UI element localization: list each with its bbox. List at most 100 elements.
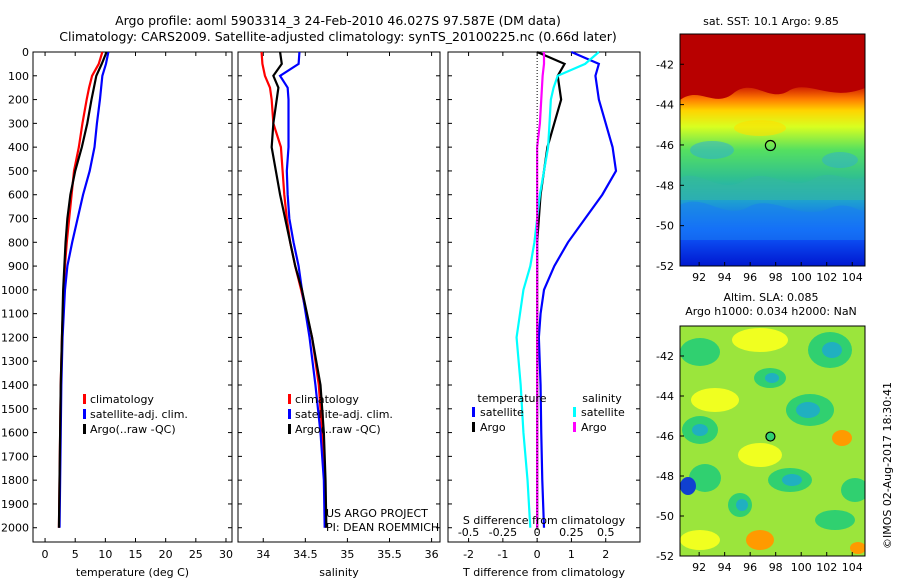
pi-credit: PI: DEAN ROEMMICH	[326, 521, 439, 534]
legend-swatch	[288, 409, 291, 419]
argo-location-marker	[764, 139, 777, 152]
x-tick-label: 0	[534, 548, 541, 561]
legend-label: Argo(..raw -QC)	[295, 423, 381, 436]
depth-tick-label: 1300	[1, 355, 29, 368]
legend-label: climatology	[295, 393, 359, 406]
lat-tick-label: -48	[656, 179, 674, 192]
legend-swatch	[472, 422, 475, 432]
sla-map-panel: Altim. SLA: 0.085 Argo h1000: 0.034 h200…	[656, 291, 866, 574]
difference-profile-panel: -2 -1 0 1 2 T difference from climatology -0.5…	[447, 50, 641, 579]
legend-label: satellite-adj. clim.	[295, 408, 393, 421]
depth-tick-label: 1700	[1, 450, 29, 463]
series-line	[57, 51, 108, 528]
s-tick-label: -0.25	[489, 526, 517, 539]
lat-tick-label: -50	[656, 220, 674, 233]
salinity-profile-panel: 34 34.5 35 35.5 36 salinity climatology satelli…	[237, 51, 441, 579]
x-tick-label: 34	[256, 548, 270, 561]
project-credit: US ARGO PROJECT	[326, 507, 428, 520]
legend-swatch	[83, 424, 86, 434]
x-axis-label: T difference from climatology	[462, 566, 625, 579]
sla-map-title: Altim. SLA: 0.085	[723, 291, 818, 304]
legend-heading-temperature: temperature	[477, 392, 546, 405]
s-tick-label: 0	[534, 526, 541, 539]
x-tick-label: 20	[159, 548, 173, 561]
x-tick-label: 1	[568, 548, 575, 561]
lat-tick-label: -42	[656, 58, 674, 71]
figure-title-line-1: Argo profile: aoml 5903314_3 24-Feb-2010…	[115, 13, 561, 28]
lon-tick-label: 98	[769, 271, 783, 284]
legend-heading-salinity: salinity	[582, 392, 622, 405]
legend-label: climatology	[90, 393, 154, 406]
lon-tick-label: 100	[791, 271, 812, 284]
legend-swatch	[288, 394, 291, 404]
lat-tick-label: -50	[656, 510, 674, 523]
x-tick-label: 15	[129, 548, 143, 561]
depth-tick-label: 700	[8, 213, 29, 226]
depth-tick-label: 900	[8, 260, 29, 273]
lon-tick-label: 102	[816, 561, 837, 574]
x-tick-label: 2	[602, 548, 609, 561]
s-tick-label: 0.5	[597, 526, 615, 539]
series-line	[515, 51, 600, 528]
depth-tick-label: 1200	[1, 331, 29, 344]
lat-tick-label: -46	[656, 430, 674, 443]
x-axis-label: salinity	[319, 566, 359, 579]
lon-tick-label: 94	[718, 561, 732, 574]
imos-timestamp: ©IMOS 02-Aug-2017 18:30:41	[881, 382, 894, 549]
x-tick-label: 34.5	[293, 548, 318, 561]
legend-swatch	[573, 422, 576, 432]
depth-tick-label: 400	[8, 141, 29, 154]
sla-map-subtitle: Argo h1000: 0.034 h2000: NaN	[685, 305, 857, 318]
depth-tick-label: 1600	[1, 427, 29, 440]
x-tick-label: -2	[463, 548, 474, 561]
lon-tick-label: 94	[718, 271, 732, 284]
lat-tick-label: -44	[656, 390, 674, 403]
depth-tick-label: 500	[8, 165, 29, 178]
depth-tick-label: 1900	[1, 498, 29, 511]
lon-tick-label: 98	[769, 561, 783, 574]
legend-swatch	[573, 407, 576, 417]
depth-tick-label: 100	[8, 70, 29, 83]
depth-tick-label: 1400	[1, 379, 29, 392]
lon-tick-label: 92	[692, 271, 706, 284]
x-tick-label: 10	[98, 548, 112, 561]
depth-tick-label: 600	[8, 189, 29, 202]
lat-tick-label: -44	[656, 99, 674, 112]
legend-swatch	[288, 424, 291, 434]
series-line	[260, 51, 327, 528]
legend-label: Argo(..raw -QC)	[90, 423, 176, 436]
series-line	[536, 52, 546, 528]
lon-tick-label: 96	[743, 271, 757, 284]
s-axis-label: S difference from climatology	[463, 514, 626, 527]
depth-tick-label: 2000	[1, 522, 29, 535]
legend-label: satellite	[480, 406, 524, 419]
legend-label: satellite-adj. clim.	[90, 408, 188, 421]
figure-title-line-2: Climatology: CARS2009. Satellite-adjuste…	[59, 29, 616, 44]
series-line	[278, 51, 326, 528]
lon-tick-label: 102	[816, 271, 837, 284]
depth-tick-label: 200	[8, 94, 29, 107]
x-tick-label: 35.5	[377, 548, 402, 561]
x-tick-label: 25	[189, 548, 203, 561]
x-tick-label: 5	[72, 548, 79, 561]
sst-map-panel: sat. SST: 10.1 Argo: 9.85 92 94 96 98 100 102…	[656, 15, 866, 284]
s-tick-label: -0.5	[458, 526, 479, 539]
lat-tick-label: -48	[656, 470, 674, 483]
depth-tick-label: 1000	[1, 284, 29, 297]
legend-swatch	[472, 407, 475, 417]
x-tick-label: 0	[42, 548, 49, 561]
x-tick-label: -1	[497, 548, 508, 561]
depth-tick-label: 1500	[1, 403, 29, 416]
depth-tick-label: 1100	[1, 308, 29, 321]
legend-swatch	[83, 409, 86, 419]
x-tick-label: 35	[340, 548, 354, 561]
lon-tick-label: 96	[743, 561, 757, 574]
temperature-profile-panel: 0100200300400500600700800900100011001200…	[1, 46, 233, 579]
series-line	[58, 51, 110, 528]
depth-tick-label: 1800	[1, 474, 29, 487]
lat-tick-label: -52	[656, 260, 674, 273]
plot-frame	[32, 51, 233, 543]
legend-swatch	[83, 394, 86, 404]
x-tick-label: 36	[425, 548, 439, 561]
lon-tick-label: 104	[842, 561, 863, 574]
